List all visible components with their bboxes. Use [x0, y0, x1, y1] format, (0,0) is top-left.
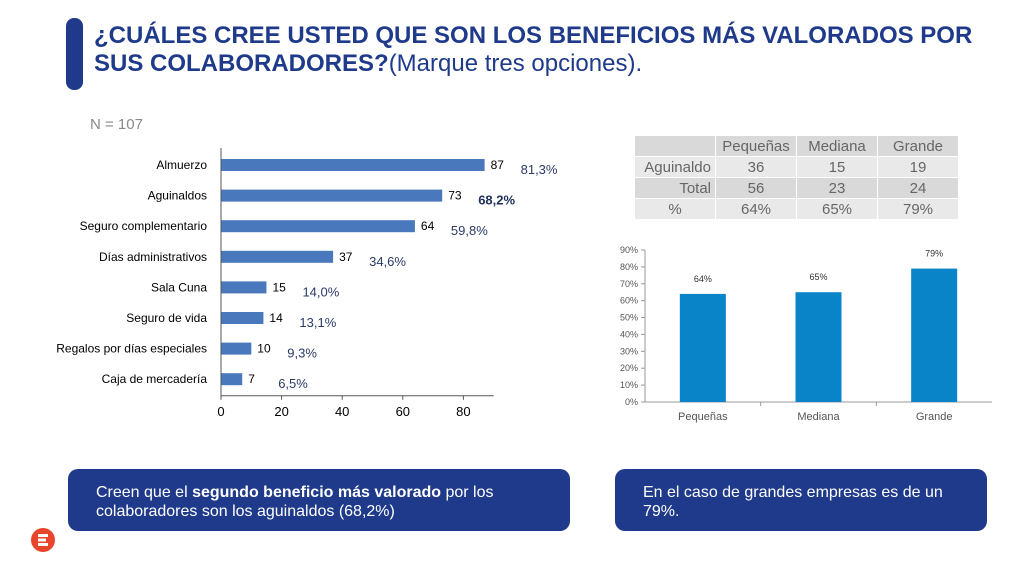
x-tick-label: 0: [217, 404, 224, 419]
category-label: Caja de mercadería: [102, 372, 208, 386]
x-tick-label: 40: [335, 404, 349, 419]
x-tick-label: 60: [396, 404, 410, 419]
data-label: 87: [491, 158, 505, 172]
bar: [221, 250, 334, 263]
bar: [221, 373, 243, 386]
category-label: Seguro de vida: [126, 311, 207, 325]
bar: [679, 293, 726, 402]
percent-label: 68,2%: [478, 193, 515, 208]
percent-label: 59,8%: [451, 223, 488, 238]
callout-text: En el caso de grandes empresas es de un …: [643, 484, 943, 520]
table-header-cell: [634, 135, 716, 157]
title-note: (Marque tres opciones).: [388, 50, 643, 77]
y-tick-label: 0%: [625, 397, 638, 407]
bar: [221, 220, 415, 233]
table-cell: 19: [877, 156, 959, 178]
table-cell: 15: [796, 156, 878, 178]
data-label: 65%: [809, 272, 827, 282]
percent-label: 13,1%: [299, 315, 336, 330]
table-cell: Aguinaldo: [634, 156, 716, 178]
table-cell: 36: [715, 156, 797, 178]
sample-size-label: N = 107: [90, 116, 143, 133]
callout-second-benefit: Creen que el segundo beneficio más valor…: [68, 469, 570, 531]
table-cell: 65%: [796, 198, 878, 220]
y-tick-label: 60%: [620, 296, 638, 306]
callout-large-companies: En el caso de grandes empresas es de un …: [615, 469, 987, 531]
data-label: 10: [257, 342, 271, 356]
y-tick-label: 90%: [620, 245, 638, 255]
table-cell: 23: [796, 177, 878, 199]
bar: [221, 342, 252, 355]
table-header-cell: Grande: [877, 135, 959, 157]
category-label: Pequeñas: [678, 411, 728, 423]
table-cell: 64%: [715, 198, 797, 220]
bar: [221, 312, 264, 324]
data-label: 37: [339, 250, 353, 264]
y-tick-label: 20%: [620, 363, 638, 373]
category-label: Mediana: [797, 411, 840, 423]
callout-text-bold: segundo beneficio más valorado: [192, 484, 442, 501]
callout-text-post: por los colaboradores son los aguinaldos…: [96, 484, 494, 520]
table-row: Aguinaldo 36 15 19: [634, 156, 959, 178]
bar: [221, 281, 267, 294]
y-tick-label: 10%: [620, 380, 638, 390]
category-label: Sala Cuna: [151, 280, 207, 294]
table-header-cell: Pequeñas: [715, 135, 797, 157]
callout-text-pre: Creen que el: [96, 484, 193, 501]
table-header-row: Pequeñas Mediana Grande: [634, 135, 959, 157]
bar: [795, 292, 842, 402]
data-label: 64%: [694, 274, 712, 284]
data-label: 14: [269, 311, 283, 325]
table-cell: 56: [715, 177, 797, 199]
y-tick-label: 40%: [620, 329, 638, 339]
percent-label: 6,5%: [278, 376, 308, 391]
brand-logo-icon: [31, 528, 55, 552]
category-label: Días administrativos: [99, 250, 207, 264]
benefits-bar-chart: Almuerzo 87 81,3% Aguinaldos 73 68,2% Seguro c…: [56, 148, 558, 419]
x-tick-label: 80: [456, 404, 470, 419]
category-label: Grande: [916, 411, 953, 423]
title-accent-bar: [66, 18, 83, 90]
page-title: ¿CUÁLES CREE USTED QUE SON LOS BENEFICIO…: [94, 22, 994, 78]
y-tick-label: 70%: [620, 279, 638, 289]
table-cell: 24: [877, 177, 959, 199]
table-header-cell: Mediana: [796, 135, 878, 157]
category-label: Seguro complementario: [80, 219, 208, 233]
data-label: 15: [272, 280, 286, 294]
bar: [221, 189, 443, 202]
table-cell: %: [634, 198, 716, 220]
bar: [221, 159, 485, 171]
category-label: Aguinaldos: [148, 189, 207, 203]
title-main: ¿CUÁLES CREE USTED QUE SON LOS BENEFICIO…: [94, 22, 973, 77]
table-row: % 64% 65% 79%: [634, 198, 959, 220]
bar: [911, 268, 958, 402]
data-label: 73: [448, 189, 462, 203]
company-size-table: Pequeñas Mediana Grande Aguinaldo 36 15 …: [634, 135, 959, 220]
data-label: 79%: [925, 249, 943, 259]
category-label: Almuerzo: [156, 158, 207, 172]
data-label: 64: [421, 219, 435, 233]
percent-label: 14,0%: [302, 284, 339, 299]
table-cell: 79%: [877, 198, 959, 220]
company-size-bar-chart: 90% 80% 70% 60% 50% 40% 30% 20% 10% 0% 64% Pequeñas…: [620, 245, 992, 423]
table-cell: Total: [634, 177, 716, 199]
percent-label: 81,3%: [521, 162, 558, 177]
percent-label: 9,3%: [287, 346, 317, 361]
table-row: Total 56 23 24: [634, 177, 959, 199]
y-tick-label: 50%: [620, 313, 638, 323]
x-tick-label: 20: [274, 404, 288, 419]
y-tick-label: 30%: [620, 346, 638, 356]
percent-label: 34,6%: [369, 254, 406, 269]
category-label: Regalos por días especiales: [56, 342, 207, 356]
y-tick-label: 80%: [620, 262, 638, 272]
data-label: 7: [248, 372, 255, 386]
